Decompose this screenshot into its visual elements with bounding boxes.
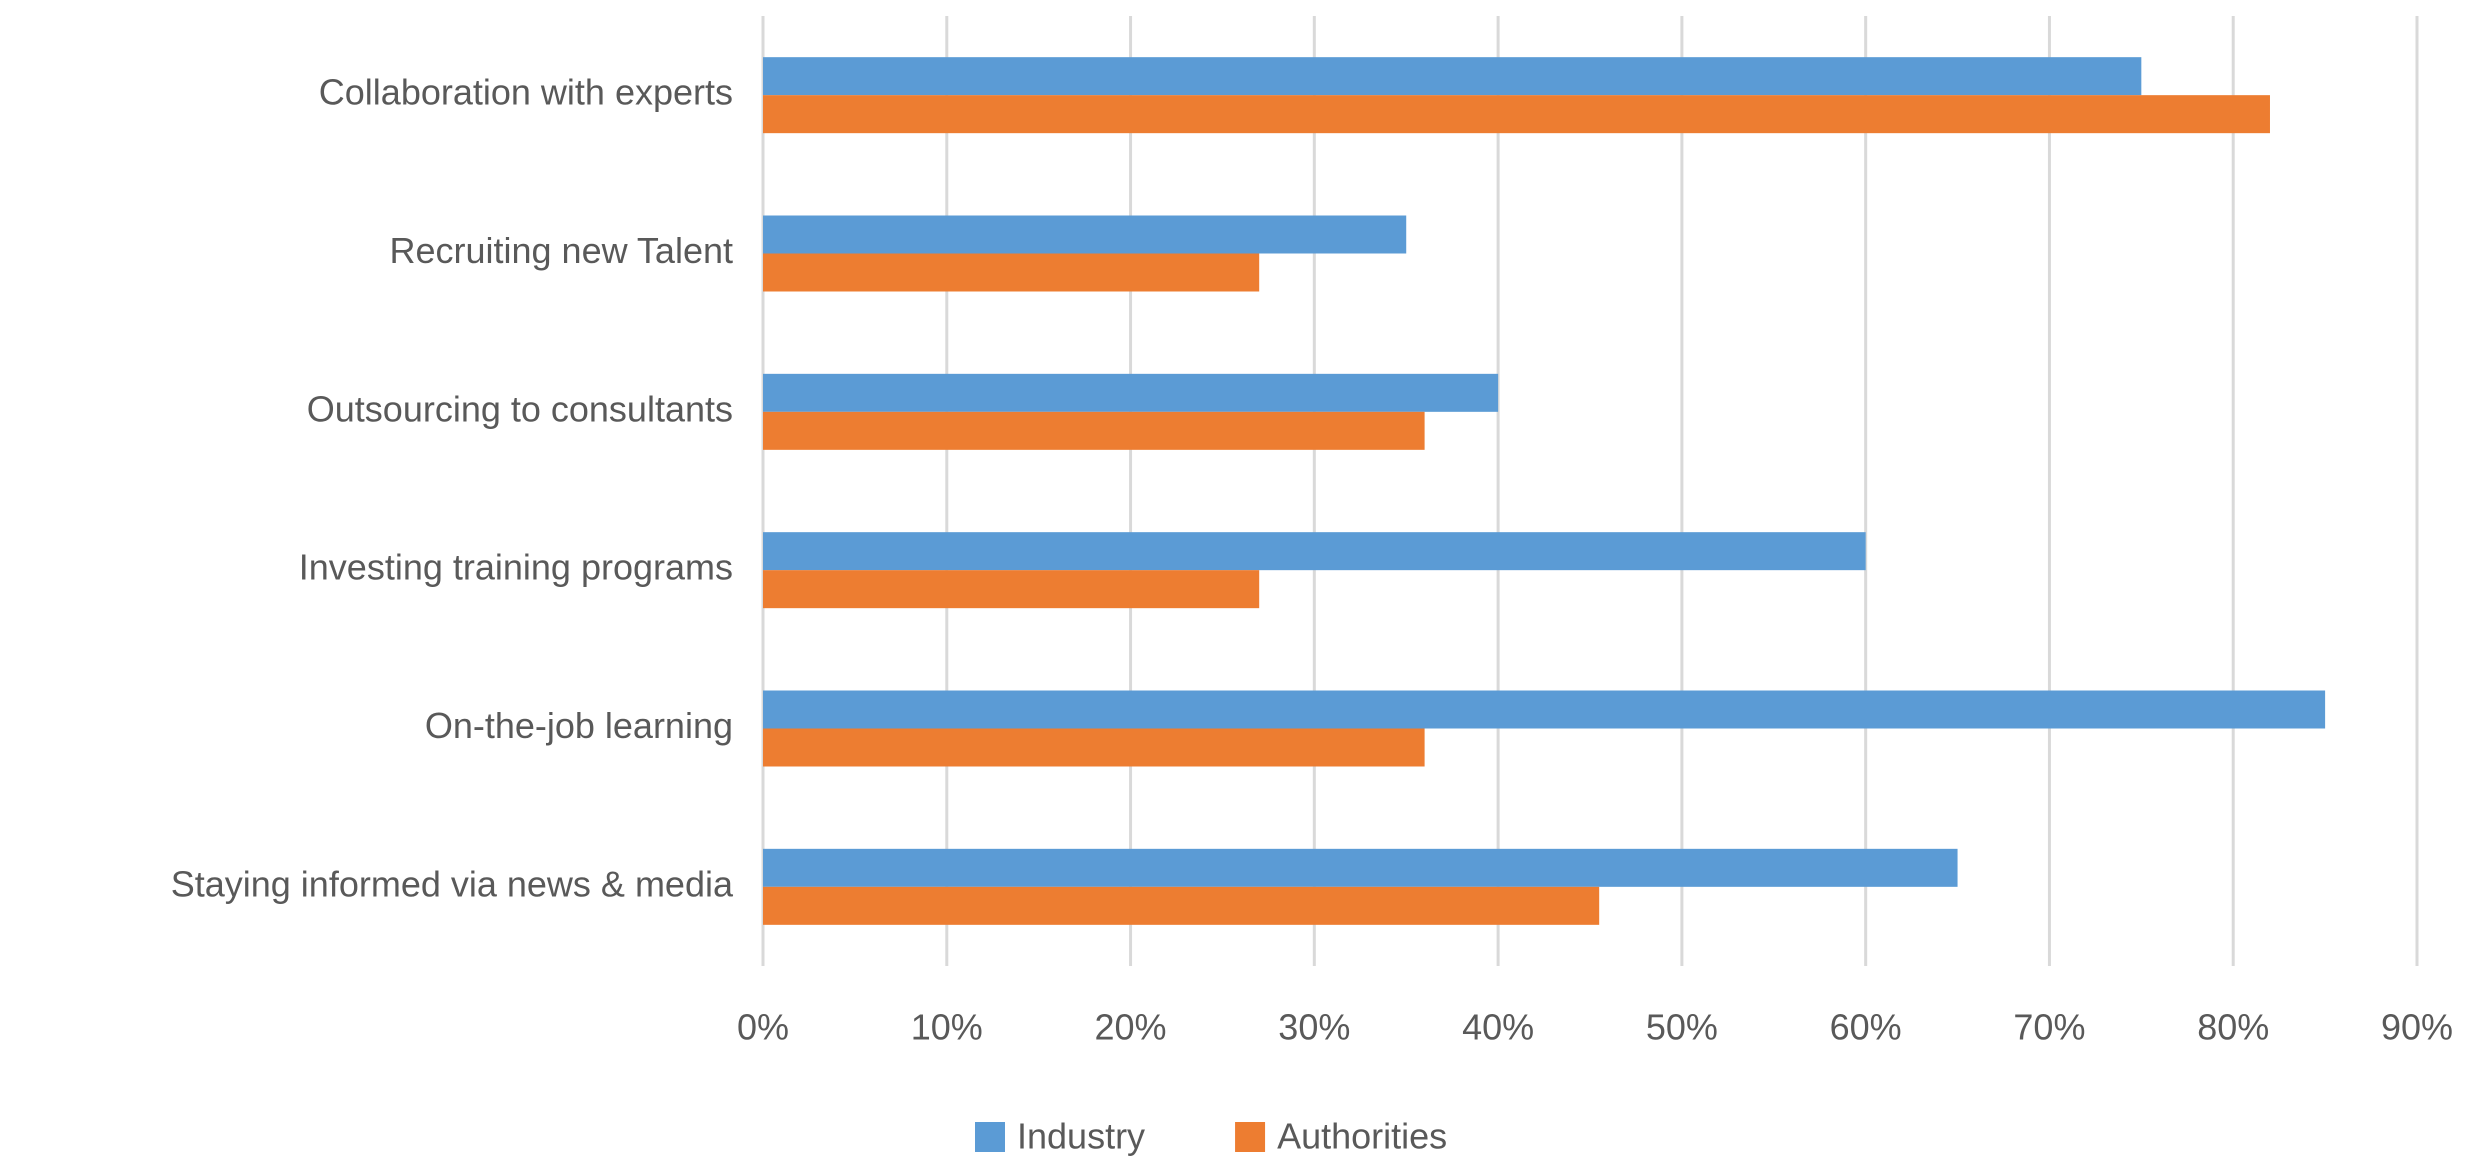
x-tick-label: 10% xyxy=(911,1007,983,1048)
y-tick-label: Outsourcing to consultants xyxy=(307,388,733,429)
x-tick-label: 70% xyxy=(2013,1007,2085,1048)
y-tick-label: Investing training programs xyxy=(299,547,733,588)
x-tick-label: 30% xyxy=(1278,1007,1350,1048)
x-tick-label: 80% xyxy=(2197,1007,2269,1048)
x-tick-label: 40% xyxy=(1462,1007,1534,1048)
legend-label: Industry xyxy=(1017,1116,1145,1157)
bar xyxy=(763,57,2142,96)
x-tick-label: 20% xyxy=(1095,1007,1167,1048)
bar xyxy=(763,886,1600,925)
bar xyxy=(763,411,1425,450)
legend-swatch xyxy=(1235,1122,1266,1152)
bar xyxy=(763,848,1958,887)
bar xyxy=(763,570,1260,609)
y-tick-label: Staying informed via news & media xyxy=(171,863,734,904)
bar xyxy=(763,215,1407,254)
bar xyxy=(763,373,1499,412)
bar xyxy=(763,253,1260,292)
bar xyxy=(763,95,2270,134)
y-tick-label: Recruiting new Talent xyxy=(389,230,733,271)
x-tick-label: 60% xyxy=(1830,1007,1902,1048)
bar xyxy=(763,690,2326,729)
bar xyxy=(763,728,1425,767)
legend-label: Authorities xyxy=(1277,1116,1447,1157)
y-tick-label: Collaboration with experts xyxy=(319,72,733,113)
legend-swatch xyxy=(975,1122,1005,1152)
y-tick-label: On-the-job learning xyxy=(425,705,733,746)
bar xyxy=(763,532,1866,571)
x-tick-label: 50% xyxy=(1646,1007,1718,1048)
x-tick-label: 0% xyxy=(737,1007,789,1048)
x-tick-label: 90% xyxy=(2381,1007,2453,1048)
